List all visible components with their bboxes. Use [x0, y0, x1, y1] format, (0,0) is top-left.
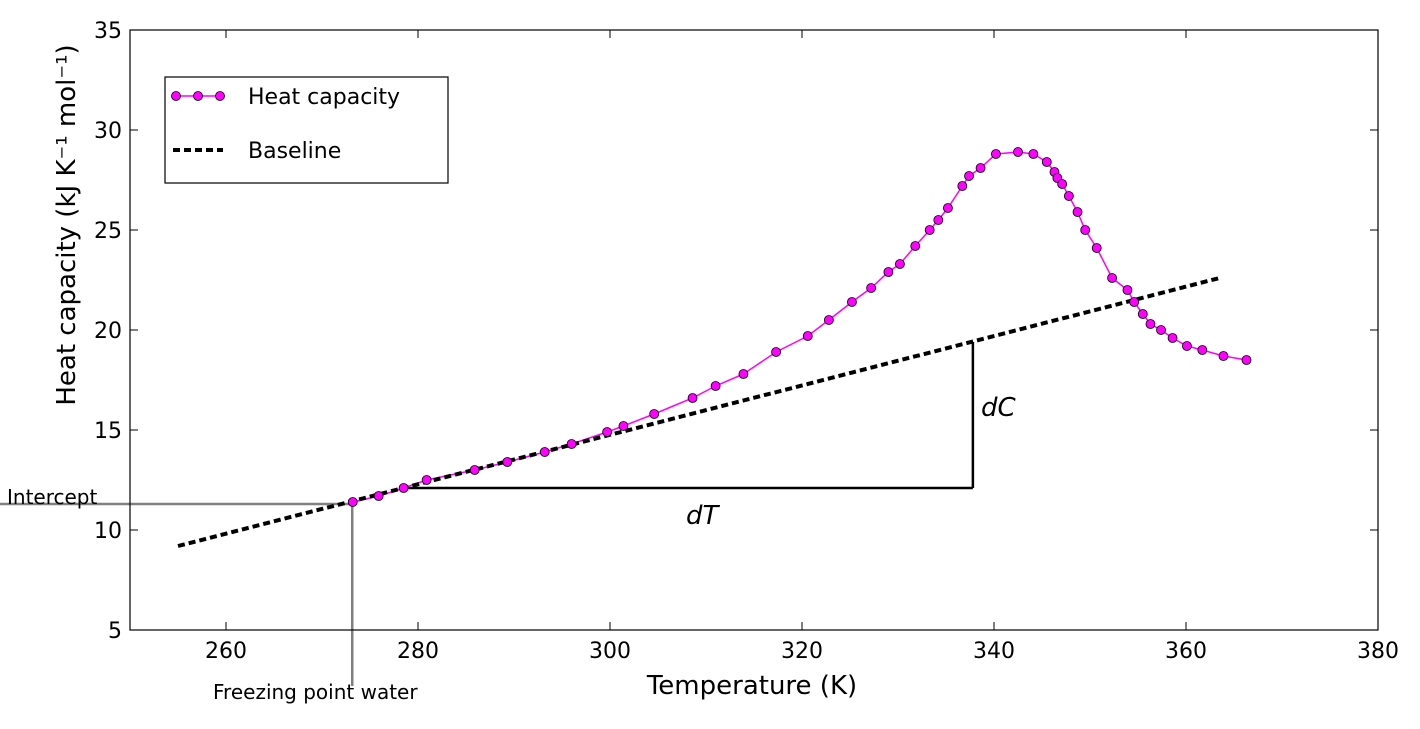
legend-marker	[171, 91, 181, 101]
data-point-heat-capacity	[895, 259, 905, 269]
data-point-heat-capacity	[1107, 273, 1117, 283]
y-tick-label: 5	[108, 619, 122, 644]
legend-label-baseline: Baseline	[248, 139, 341, 164]
data-point-heat-capacity	[1080, 225, 1091, 235]
legend: Heat capacity Baseline	[164, 76, 449, 184]
annotation-layer	[0, 342, 975, 686]
legend-label-heat-capacity: Heat capacity	[248, 85, 400, 110]
legend-box	[164, 76, 449, 184]
data-point-heat-capacity	[398, 483, 409, 493]
data-point-heat-capacity	[802, 331, 813, 341]
data-point-heat-capacity	[943, 203, 953, 213]
data-point-heat-capacity	[910, 241, 921, 251]
data-point-heat-capacity	[847, 297, 857, 307]
data-point-heat-capacity	[1145, 319, 1156, 329]
data-point-heat-capacity	[469, 465, 480, 475]
data-point-heat-capacity	[1156, 325, 1166, 335]
data-point-heat-capacity	[602, 427, 613, 437]
data-point-heat-capacity	[1072, 207, 1083, 217]
freezing-point-label: Freezing point water	[213, 680, 418, 704]
data-point-heat-capacity	[1241, 355, 1252, 365]
data-point-heat-capacity	[618, 421, 629, 431]
dt-label: dT	[686, 501, 721, 531]
series-line-heat-capacity	[352, 151, 1247, 503]
data-point-heat-capacity	[710, 381, 721, 391]
data-point-heat-capacity	[373, 491, 384, 501]
data-point-heat-capacity	[924, 225, 935, 235]
data-point-heat-capacity	[1167, 333, 1178, 343]
data-point-heat-capacity	[1013, 147, 1023, 157]
data-point-heat-capacity	[1028, 149, 1039, 159]
x-tick-label: 380	[1357, 639, 1399, 664]
x-tick-label: 340	[973, 639, 1015, 664]
data-point-heat-capacity	[566, 439, 577, 449]
axis-layer: 260 280 300 320 340 360 380 5 10 15 20 25 30 35	[94, 19, 1399, 664]
data-point-heat-capacity	[975, 163, 986, 173]
data-layer	[177, 147, 1252, 548]
legend-marker	[193, 91, 203, 101]
data-point-heat-capacity	[771, 347, 781, 357]
x-tick-label: 360	[1165, 639, 1207, 664]
data-point-heat-capacity	[991, 149, 1001, 159]
data-point-heat-capacity	[1091, 243, 1102, 253]
data-point-heat-capacity	[687, 393, 698, 403]
data-point-heat-capacity	[1137, 309, 1148, 319]
y-tick-label: 35	[94, 19, 122, 44]
data-point-heat-capacity	[1197, 345, 1208, 355]
y-tick-label: 30	[94, 119, 122, 144]
x-tick-label: 320	[781, 639, 823, 664]
x-tick-label: 280	[397, 639, 439, 664]
y-tick-label: 20	[94, 319, 122, 344]
x-tick-label: 300	[589, 639, 631, 664]
data-point-heat-capacity	[347, 497, 358, 507]
data-point-heat-capacity	[539, 447, 550, 457]
x-tick-label: 260	[205, 639, 247, 664]
data-point-heat-capacity	[649, 409, 660, 419]
data-point-heat-capacity	[823, 315, 834, 325]
data-point-heat-capacity	[1041, 157, 1052, 167]
y-tick-label: 25	[94, 219, 122, 244]
data-point-heat-capacity	[1122, 285, 1133, 295]
data-point-heat-capacity	[502, 457, 513, 467]
data-point-heat-capacity	[964, 171, 974, 181]
x-axis-title: Temperature (K)	[646, 671, 857, 701]
data-point-heat-capacity	[957, 181, 968, 191]
legend-marker	[215, 91, 225, 101]
data-point-heat-capacity	[1063, 191, 1074, 201]
data-point-heat-capacity	[1057, 179, 1068, 189]
data-point-heat-capacity	[933, 215, 944, 225]
dc-label: dC	[981, 393, 1017, 423]
intercept-label: Intercept	[7, 485, 98, 509]
y-axis-title: Heat capacity (kJ K⁻¹ mol⁻¹)	[52, 44, 82, 405]
y-tick-label: 10	[94, 519, 122, 544]
data-point-heat-capacity	[421, 475, 432, 485]
data-point-heat-capacity	[1129, 297, 1140, 307]
data-point-heat-capacity	[883, 267, 894, 277]
data-point-heat-capacity	[866, 283, 877, 293]
data-point-heat-capacity	[738, 369, 749, 379]
data-point-heat-capacity	[1182, 341, 1192, 351]
y-tick-label: 15	[94, 419, 122, 444]
data-point-heat-capacity	[1218, 351, 1229, 361]
